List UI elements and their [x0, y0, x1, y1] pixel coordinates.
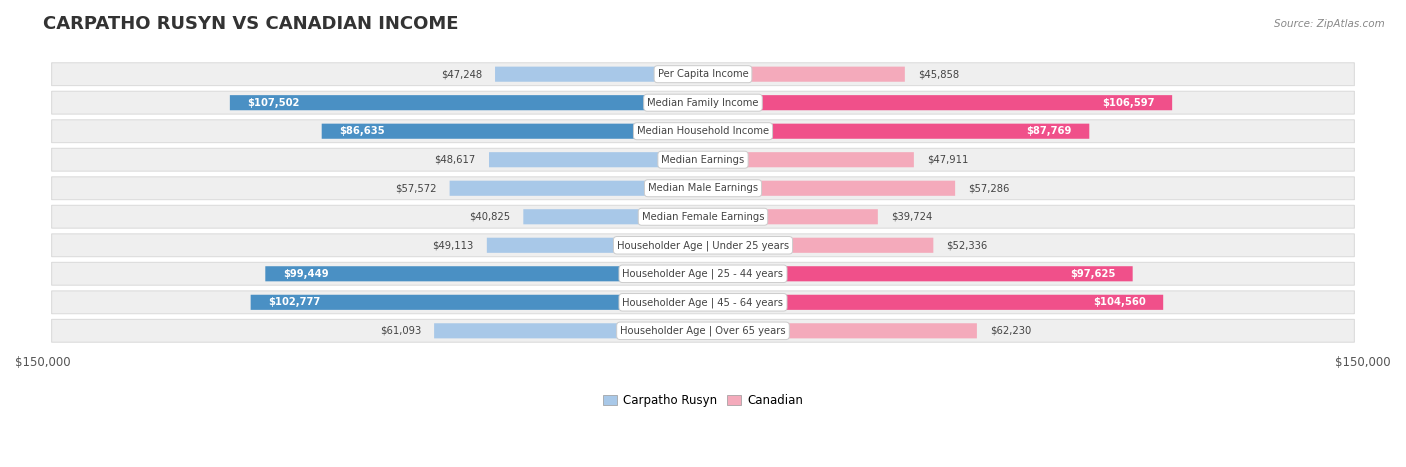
FancyBboxPatch shape: [52, 319, 1354, 342]
Text: $47,248: $47,248: [440, 69, 482, 79]
Text: $61,093: $61,093: [380, 326, 420, 336]
Text: Median Earnings: Median Earnings: [661, 155, 745, 165]
FancyBboxPatch shape: [434, 323, 703, 339]
FancyBboxPatch shape: [322, 124, 703, 139]
Text: $62,230: $62,230: [990, 326, 1032, 336]
FancyBboxPatch shape: [52, 262, 1354, 285]
FancyBboxPatch shape: [703, 181, 955, 196]
FancyBboxPatch shape: [52, 120, 1354, 142]
FancyBboxPatch shape: [486, 238, 703, 253]
FancyBboxPatch shape: [52, 91, 1354, 114]
Text: Median Family Income: Median Family Income: [647, 98, 759, 108]
Text: $39,724: $39,724: [891, 212, 932, 222]
FancyBboxPatch shape: [703, 323, 977, 339]
Text: $48,617: $48,617: [434, 155, 475, 165]
Text: Per Capita Income: Per Capita Income: [658, 69, 748, 79]
Text: Median Male Earnings: Median Male Earnings: [648, 183, 758, 193]
FancyBboxPatch shape: [52, 63, 1354, 85]
FancyBboxPatch shape: [703, 95, 1173, 110]
Text: $99,449: $99,449: [283, 269, 329, 279]
FancyBboxPatch shape: [495, 67, 703, 82]
Text: Householder Age | Under 25 years: Householder Age | Under 25 years: [617, 240, 789, 250]
FancyBboxPatch shape: [703, 67, 905, 82]
Text: $57,572: $57,572: [395, 183, 436, 193]
Text: $87,769: $87,769: [1026, 126, 1071, 136]
Text: Source: ZipAtlas.com: Source: ZipAtlas.com: [1274, 19, 1385, 28]
Text: $57,286: $57,286: [969, 183, 1010, 193]
FancyBboxPatch shape: [52, 234, 1354, 257]
FancyBboxPatch shape: [489, 152, 703, 167]
FancyBboxPatch shape: [703, 152, 914, 167]
Text: $97,625: $97,625: [1070, 269, 1115, 279]
Text: $52,336: $52,336: [946, 240, 988, 250]
FancyBboxPatch shape: [450, 181, 703, 196]
Text: $104,560: $104,560: [1092, 297, 1146, 307]
FancyBboxPatch shape: [52, 149, 1354, 171]
FancyBboxPatch shape: [703, 124, 1090, 139]
Text: $40,825: $40,825: [470, 212, 510, 222]
FancyBboxPatch shape: [52, 177, 1354, 200]
Text: $45,858: $45,858: [918, 69, 959, 79]
FancyBboxPatch shape: [703, 209, 877, 224]
FancyBboxPatch shape: [229, 95, 703, 110]
Legend: Carpatho Rusyn, Canadian: Carpatho Rusyn, Canadian: [599, 389, 807, 412]
Text: $102,777: $102,777: [269, 297, 321, 307]
FancyBboxPatch shape: [52, 291, 1354, 314]
Text: $106,597: $106,597: [1102, 98, 1154, 108]
Text: Median Household Income: Median Household Income: [637, 126, 769, 136]
FancyBboxPatch shape: [250, 295, 703, 310]
FancyBboxPatch shape: [523, 209, 703, 224]
Text: Householder Age | 25 - 44 years: Householder Age | 25 - 44 years: [623, 269, 783, 279]
Text: Householder Age | Over 65 years: Householder Age | Over 65 years: [620, 325, 786, 336]
FancyBboxPatch shape: [266, 266, 703, 281]
Text: Median Female Earnings: Median Female Earnings: [641, 212, 765, 222]
Text: $86,635: $86,635: [339, 126, 385, 136]
FancyBboxPatch shape: [703, 295, 1163, 310]
Text: $107,502: $107,502: [247, 98, 299, 108]
FancyBboxPatch shape: [703, 238, 934, 253]
FancyBboxPatch shape: [703, 266, 1133, 281]
Text: $47,911: $47,911: [927, 155, 969, 165]
FancyBboxPatch shape: [52, 205, 1354, 228]
Text: Householder Age | 45 - 64 years: Householder Age | 45 - 64 years: [623, 297, 783, 308]
Text: CARPATHO RUSYN VS CANADIAN INCOME: CARPATHO RUSYN VS CANADIAN INCOME: [42, 15, 458, 33]
Text: $49,113: $49,113: [433, 240, 474, 250]
